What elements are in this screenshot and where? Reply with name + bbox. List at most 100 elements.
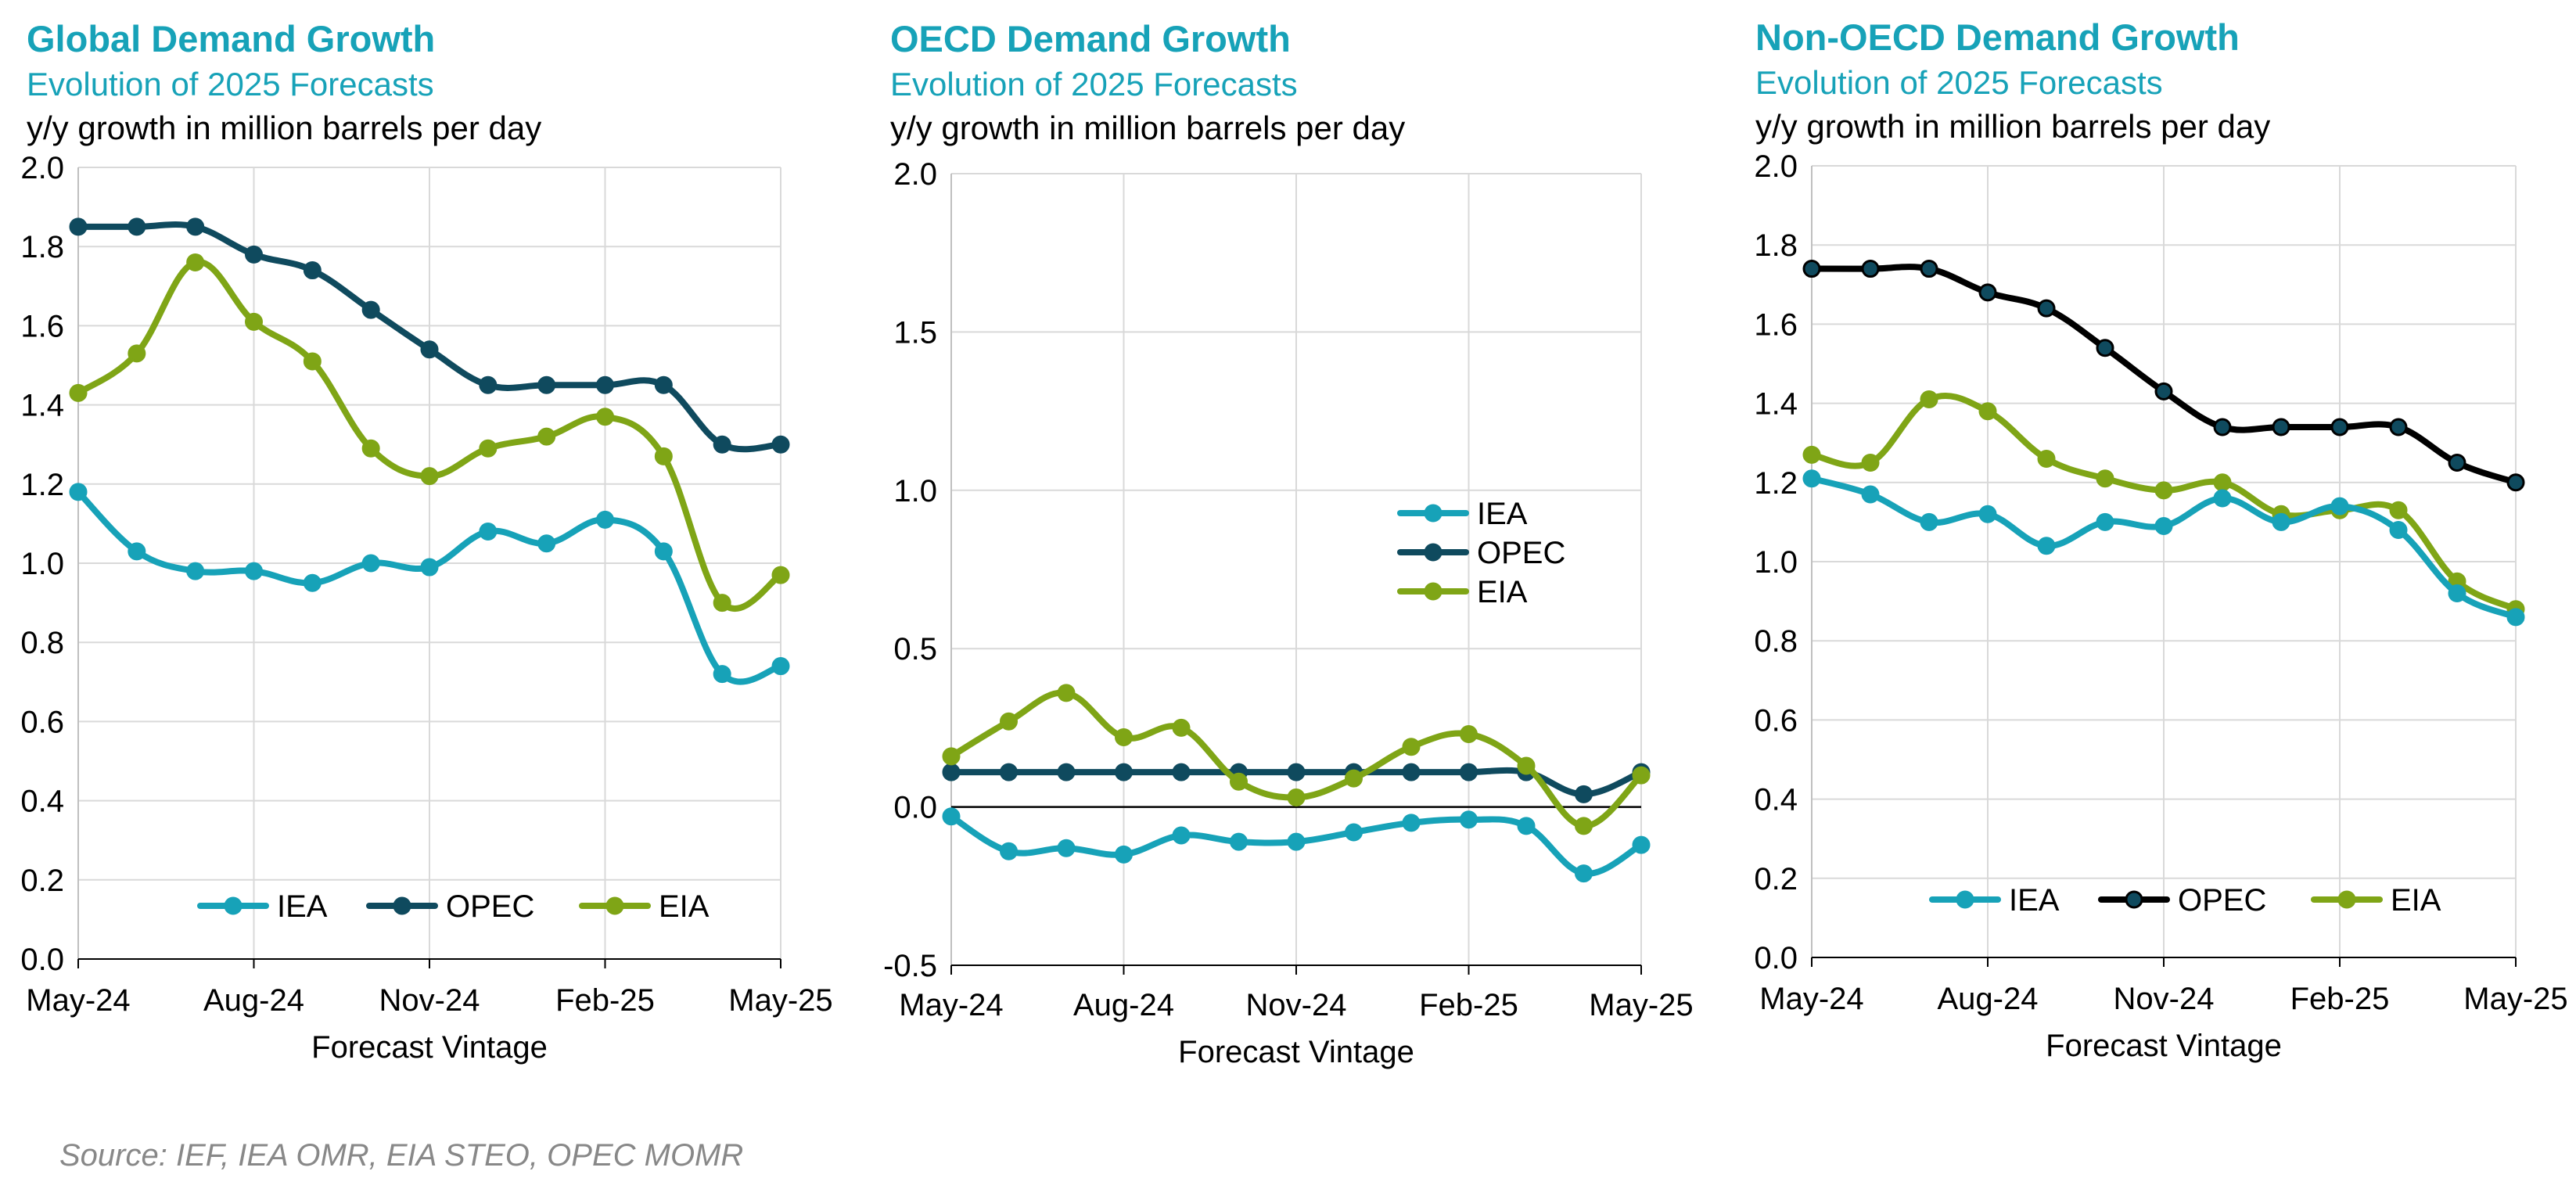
data-point — [2037, 537, 2056, 555]
y-axis: -0.5 0.0 0.5 1.0 1.5 2.0 — [883, 157, 937, 983]
x-tick-label: Nov-24 — [2114, 982, 2215, 1016]
chart-subtitle: Evolution of 2025 Forecasts — [890, 66, 1298, 102]
y-tick-label: 0.0 — [1754, 941, 1798, 975]
series-eia — [69, 253, 790, 612]
data-point — [1000, 842, 1018, 860]
data-point — [771, 566, 790, 584]
data-point — [2272, 418, 2290, 436]
data-point — [771, 435, 790, 454]
chart-title: Global Demand Growth — [27, 18, 436, 59]
chart-subtitle: Evolution of 2025 Forecasts — [27, 66, 434, 102]
data-point — [1287, 788, 1306, 806]
data-point — [2096, 469, 2114, 488]
data-point — [479, 439, 498, 458]
data-point — [1802, 260, 1821, 278]
y-tick-label: 2.0 — [893, 157, 937, 192]
data-point — [186, 253, 205, 271]
data-point — [1978, 283, 1997, 302]
data-point — [479, 375, 498, 394]
series-eia — [1802, 390, 2525, 619]
data-point — [1402, 814, 1421, 832]
data-point — [1460, 763, 1478, 781]
chart-panel-oecd: OECD Demand Growth Evolution of 2025 For… — [859, 0, 1718, 1095]
data-point — [1287, 763, 1306, 781]
y-tick-label: 1.0 — [20, 547, 64, 581]
y-tick-label: 1.6 — [20, 309, 64, 343]
data-point — [1920, 390, 1938, 409]
legend-swatch-marker — [224, 896, 243, 915]
chart-unit-label: y/y growth in million barrels per day — [27, 110, 542, 146]
data-point — [2389, 521, 2408, 540]
chart-panel-global: Global Demand Growth Evolution of 2025 F… — [0, 0, 859, 1095]
data-point — [1000, 712, 1018, 731]
data-point — [420, 467, 439, 486]
data-point — [1115, 763, 1133, 781]
chart-subtitle: Evolution of 2025 Forecasts — [1755, 64, 2163, 101]
legend-swatch-marker — [2337, 890, 2356, 909]
chart-oecd: -0.5 0.0 0.5 1.0 1.5 2.0 May-24 Aug-24 Nov-24 Feb… — [883, 157, 1694, 1069]
chart-unit-label: y/y growth in million barrels per day — [1755, 108, 2271, 145]
legend: IEA OPEC EIA — [1397, 497, 1565, 609]
x-tick-label: May-25 — [2463, 982, 2567, 1016]
y-tick-label: -0.5 — [883, 949, 937, 983]
y-tick-label: 0.6 — [20, 705, 64, 739]
legend-label: IEA — [2009, 883, 2060, 918]
data-point — [2213, 418, 2232, 436]
data-point — [1115, 845, 1133, 864]
data-point — [69, 217, 88, 236]
data-point — [2330, 497, 2349, 515]
data-point — [654, 542, 673, 561]
data-point — [2448, 584, 2466, 602]
data-point — [1861, 260, 1880, 278]
data-point — [1172, 826, 1191, 845]
data-point — [1575, 864, 1593, 883]
data-point — [479, 523, 498, 541]
legend-swatch-marker — [1956, 890, 1974, 909]
data-point — [2037, 449, 2056, 468]
data-point — [1632, 766, 1651, 785]
y-tick-label: 0.4 — [20, 785, 64, 819]
data-point — [2037, 299, 2056, 318]
data-point — [1517, 817, 1536, 835]
data-point — [420, 340, 439, 359]
data-point — [2272, 512, 2290, 531]
data-point — [245, 245, 263, 264]
y-tick-label: 0.5 — [893, 632, 937, 666]
legend-swatch-marker — [1424, 543, 1442, 562]
data-point — [303, 261, 322, 280]
series-eia — [942, 684, 1651, 835]
x-axis: May-24 Aug-24 Nov-24 Feb-25 May-25 — [1759, 957, 2568, 1016]
data-point — [1000, 763, 1018, 781]
data-point — [1230, 832, 1248, 851]
legend-swatch-marker — [605, 896, 624, 915]
legend-item-eia: EIA — [2311, 883, 2441, 918]
data-point — [2154, 382, 2173, 401]
data-point — [596, 408, 614, 426]
data-point — [713, 435, 731, 454]
data-point — [361, 554, 380, 573]
data-point — [2389, 418, 2408, 436]
x-tick-label: Aug-24 — [1073, 988, 1174, 1022]
series-iea — [942, 807, 1651, 883]
x-tick-label: Feb-25 — [555, 983, 655, 1018]
data-point — [1172, 763, 1191, 781]
data-point — [1057, 763, 1076, 781]
legend-swatch-marker — [2125, 890, 2143, 909]
data-point — [128, 542, 146, 561]
data-point — [771, 657, 790, 676]
data-point — [1460, 810, 1478, 829]
y-tick-label: 1.8 — [20, 230, 64, 264]
data-point — [2213, 473, 2232, 492]
y-axis: 0.0 0.2 0.4 0.6 0.8 1.0 1.2 1.4 1.6 1.8 2.0 — [1754, 149, 1798, 975]
data-point — [654, 447, 673, 465]
data-point — [596, 375, 614, 394]
data-point — [942, 763, 961, 781]
data-point — [1460, 724, 1478, 743]
x-axis: May-24 Aug-24 Nov-24 Feb-25 May-25 — [26, 959, 833, 1018]
data-point — [361, 300, 380, 319]
legend-item-opec: OPEC — [1397, 536, 1565, 570]
source-note: Source: IEF, IEA OMR, EIA STEO, OPEC MOM… — [59, 1138, 744, 1173]
data-point — [2506, 473, 2525, 492]
data-point — [69, 383, 88, 402]
legend-item-iea: IEA — [197, 889, 328, 924]
